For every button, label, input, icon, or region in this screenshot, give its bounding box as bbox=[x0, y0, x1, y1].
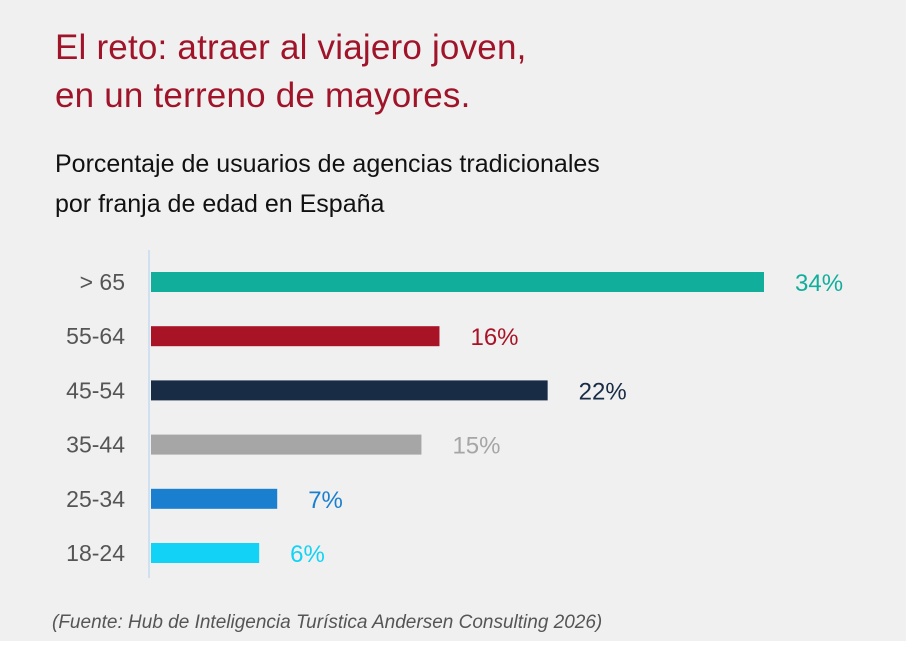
bar bbox=[151, 488, 278, 509]
subtitle-line-1: Porcentaje de usuarios de agencias tradi… bbox=[55, 150, 600, 178]
category-label: 45-54 bbox=[66, 377, 125, 403]
chart-subtitle: Porcentaje de usuarios de agencias tradi… bbox=[55, 144, 875, 224]
headline: El reto: atraer al viajero joven, en un … bbox=[55, 24, 875, 120]
bar bbox=[151, 326, 440, 347]
category-label: 55-64 bbox=[66, 323, 125, 349]
source-note: (Fuente: Hub de Inteligencia Turística A… bbox=[52, 612, 603, 633]
category-label: 25-34 bbox=[66, 486, 125, 512]
bar bbox=[151, 272, 764, 292]
value-label: 15% bbox=[452, 433, 500, 460]
category-label: > 65 bbox=[80, 269, 125, 295]
value-label: 6% bbox=[290, 541, 325, 568]
value-label: 7% bbox=[308, 487, 343, 514]
chart-card: El reto: atraer al viajero joven, en un … bbox=[0, 0, 906, 641]
value-label: 22% bbox=[579, 378, 627, 405]
subtitle-line-2: por franja de edad en España bbox=[55, 190, 385, 218]
value-label: 34% bbox=[795, 270, 843, 297]
headline-line-1: El reto: atraer al viajero joven, bbox=[55, 28, 527, 67]
bar bbox=[151, 380, 548, 401]
category-label: 35-44 bbox=[66, 432, 125, 458]
headline-line-2: en un terreno de mayores. bbox=[55, 76, 471, 115]
value-label: 16% bbox=[470, 324, 518, 351]
bars-group: > 65 34% 55-64 16% 45-54 22% 35-44 15% 25-34 7% 18… bbox=[66, 269, 843, 568]
bar bbox=[151, 543, 260, 563]
bar bbox=[151, 434, 422, 455]
category-label: 18-24 bbox=[66, 540, 125, 566]
bar-chart: > 65 34% 55-64 16% 45-54 22% 35-44 15% 25-34 7% 18… bbox=[66, 250, 843, 578]
